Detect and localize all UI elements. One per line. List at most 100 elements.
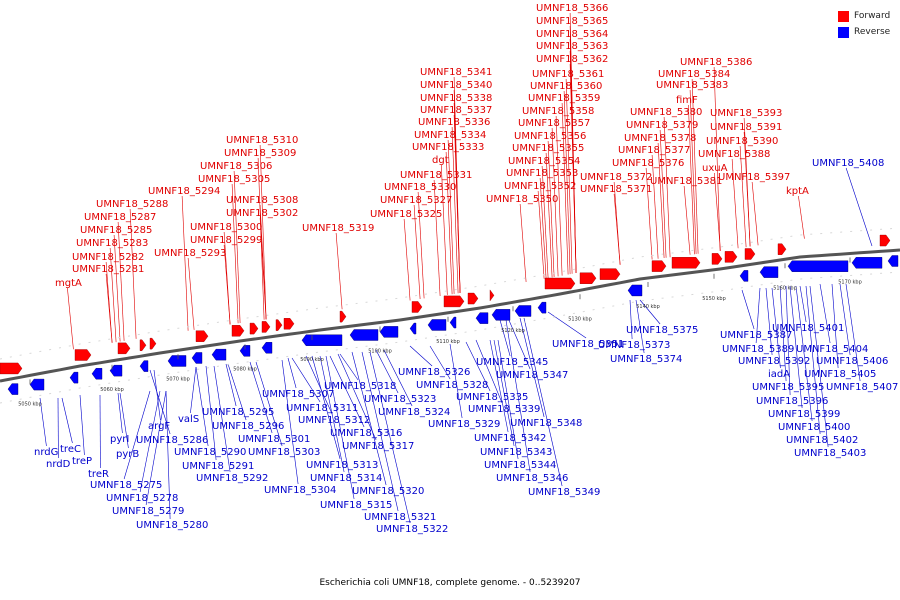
forward-gene-label: UMNF18_5309 [224, 148, 296, 159]
forward-connector [105, 261, 113, 343]
forward-gene-label: UMNF18_5325 [370, 209, 442, 220]
reverse-gene-label: UMNF18_5280 [136, 520, 208, 531]
reverse-gene-label: UMNF18_5328 [416, 380, 488, 391]
forward-gene-label: UMNF18_5384 [658, 69, 730, 80]
forward-gene-label: UMNF18_5319 [302, 223, 374, 234]
forward-connector [109, 247, 117, 343]
reverse-connector [205, 365, 217, 461]
forward-gene-label: UMNF18_5333 [412, 142, 484, 153]
reverse-gene-label: UMNF18_5389 [722, 344, 794, 355]
forward-gene [195, 330, 209, 342]
reverse-gene-label: UMNF18_5348 [510, 418, 582, 429]
forward-connector [659, 129, 667, 258]
forward-connector [691, 78, 699, 254]
forward-gene-label: UMNF18_5331 [400, 170, 472, 181]
tick-label: 5110 kbp [436, 339, 460, 345]
reverse-connector [375, 349, 399, 394]
reverse-gene-label: UMNF18_5318 [324, 381, 396, 392]
reverse-gene-label: UMNF18_5346 [496, 473, 568, 484]
reverse-connector [799, 285, 807, 323]
reverse-gene-label: UMNF18_5395 [752, 382, 824, 393]
reverse-gene-label: UMNF18_5326 [398, 367, 470, 378]
tick-label: 5060 kbp [100, 387, 124, 393]
reverse-gene-label: UMNF18_5408 [812, 158, 884, 169]
reverse-connector [465, 341, 491, 392]
forward-connector [413, 204, 421, 300]
forward-gene-label: UMNF18_5285 [80, 225, 152, 236]
reverse-gene [139, 360, 149, 372]
reverse-gene [409, 322, 417, 335]
forward-connector [545, 152, 553, 278]
label-connectors [39, 12, 873, 524]
forward-gene [467, 292, 479, 305]
reverse-gene-label: UMNF18_5316 [330, 428, 402, 439]
forward-gene-label: UMNF18_5360 [530, 81, 602, 92]
reverse-gene-label: UMNF18_5275 [90, 480, 162, 491]
forward-connector [447, 139, 455, 294]
forward-connector [688, 104, 695, 255]
forward-connector [751, 181, 759, 246]
forward-gene-label: UMNF18_5310 [226, 135, 298, 146]
forward-connector [714, 172, 721, 251]
forward-connector [651, 154, 659, 259]
reverse-connector [507, 317, 531, 370]
reverse-gene-label: UMNF18_5404 [796, 344, 868, 355]
legend: Forward Reverse [838, 8, 900, 40]
forward-connector [187, 257, 195, 330]
forward-gene-label: UMNF18_5327 [380, 195, 452, 206]
reverse-gene-label: treP [72, 456, 92, 467]
reverse-gene-label: UMNF18_5403 [794, 448, 866, 459]
forward-connector [563, 90, 571, 275]
forward-gene-label: UMNF18_5354 [508, 156, 580, 167]
forward-connector [259, 204, 267, 320]
reverse-gene [191, 352, 203, 364]
reverse-connector [779, 285, 787, 382]
forward-gene-label: UMNF18_5388 [698, 149, 770, 160]
forward-connector [547, 140, 555, 278]
forward-gene-label: UMNF18_5288 [96, 199, 168, 210]
tick-label: 5070 kbp [166, 376, 190, 382]
forward-gene-label: UMNF18_5366 [536, 3, 608, 14]
reverse-gene-label: UMNF18_5343 [480, 447, 552, 458]
reverse-gene-label: UMNF18_5339 [468, 404, 540, 415]
forward-gene-label: UMNF18_5357 [518, 118, 590, 129]
reverse-gene-label: valS [178, 414, 199, 425]
reverse-connector [547, 311, 587, 339]
forward-gene [231, 325, 245, 337]
reverse-connector [639, 299, 661, 325]
reverse-gene [887, 255, 899, 267]
forward-gene-label: UMNF18_5378 [624, 133, 696, 144]
forward-gene [149, 337, 157, 350]
forward-connector [181, 195, 189, 331]
reverse-connector [255, 361, 283, 447]
forward-gene [599, 268, 621, 280]
reverse-connector [351, 351, 387, 486]
tick-label: 5170 kbp [838, 280, 862, 286]
reverse-gene-label: UMNF18_5323 [364, 394, 436, 405]
reverse-connector [497, 339, 519, 460]
reverse-gene [261, 342, 273, 354]
forward-gene [724, 251, 738, 263]
forward-gene-label: UMNF18_5341 [420, 67, 492, 78]
forward-connector [445, 151, 453, 295]
forward-gene [671, 257, 701, 269]
reverse-gene-label: UMNF18_5303 [248, 447, 320, 458]
reverse-gene-label: UMNF18_5279 [112, 506, 184, 517]
reverse-connector [305, 355, 333, 415]
tick-label: 5080 kbp [233, 366, 257, 372]
reverse-gene-label: UMNF18_5312 [298, 415, 370, 426]
reverse-gene [739, 270, 749, 282]
reverse-connector [795, 285, 813, 422]
reverse-gene-label: UMNF18_5307 [262, 389, 334, 400]
reverse-gene [167, 355, 187, 367]
gene-arrows [0, 234, 899, 395]
forward-connector [663, 116, 671, 258]
forward-connector [539, 177, 547, 279]
forward-gene-label: UMNF18_5359 [528, 93, 600, 104]
forward-gene-label: dgt [432, 155, 449, 166]
reverse-gene [627, 284, 643, 297]
forward-gene-label: UMNF18_5302 [226, 208, 298, 219]
forward-connector [433, 179, 441, 297]
forward-connector [259, 144, 267, 320]
